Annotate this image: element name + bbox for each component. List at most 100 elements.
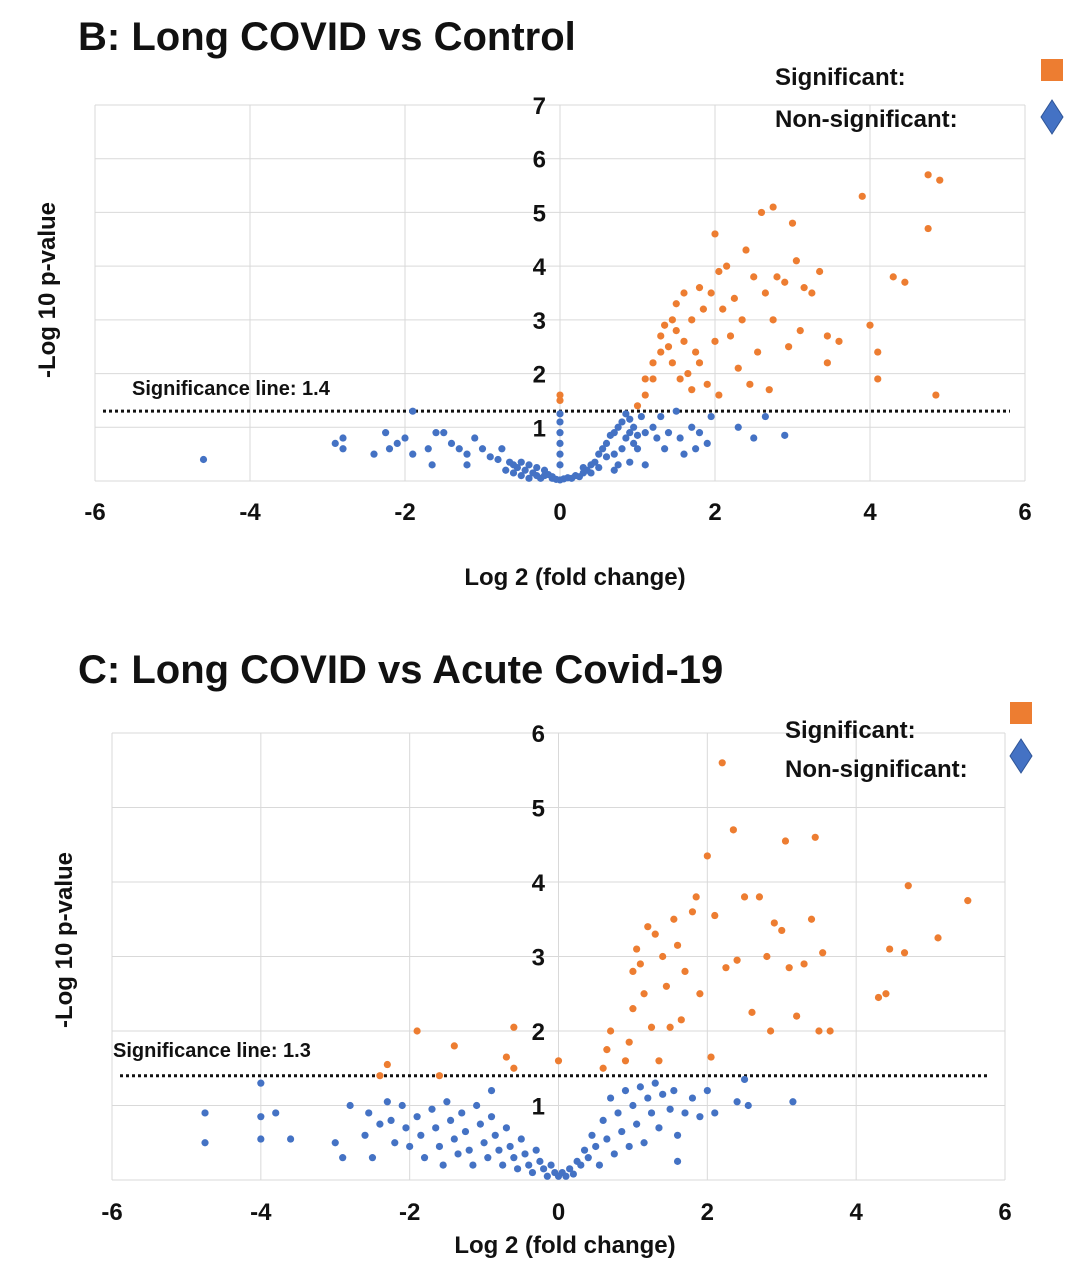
non-significant-point [455, 445, 463, 453]
x-tick-label: -2 [394, 499, 415, 526]
non-significant-point [487, 1087, 496, 1095]
significant-point [647, 1023, 656, 1031]
non-significant-point [750, 434, 758, 442]
significant-point [672, 300, 680, 308]
significant-point [793, 1012, 801, 1020]
significant-point [788, 219, 797, 227]
non-significant-point [387, 1116, 395, 1124]
non-significant-point [402, 1124, 410, 1132]
non-significant-point [622, 410, 630, 418]
non-significant-point [478, 445, 487, 453]
legend: Significant: Non-significant: [785, 702, 1033, 783]
significant-point [659, 952, 667, 961]
non-significant-point [592, 1142, 600, 1151]
significant-point [936, 176, 944, 184]
non-significant-point [547, 1161, 555, 1169]
significant-point [510, 1023, 518, 1031]
significant-point [641, 375, 649, 383]
non-significant-point [521, 466, 529, 474]
non-significant-point [649, 423, 657, 431]
significant-point [755, 893, 764, 901]
non-significant-point [696, 1113, 704, 1121]
non-significant-point [647, 1109, 656, 1117]
non-significant-point [540, 1165, 548, 1173]
significant-point [765, 386, 773, 394]
non-significant-point [391, 1139, 399, 1147]
significant-point [599, 1064, 607, 1072]
non-significant-point [556, 429, 564, 437]
non-significant-point [562, 1172, 570, 1180]
x-tick-label: -6 [101, 1199, 122, 1226]
significant-point [692, 893, 700, 901]
non-significant-point [361, 1131, 369, 1139]
chart-panel-b: B: Long COVID vs Control -6 -4 -2 0 2 4 6 1 2 3 4 5 6… [0, 0, 1079, 610]
significant-point [757, 208, 766, 217]
non-significant-point [556, 410, 564, 418]
significant-point [703, 380, 711, 388]
x-tick-label: 6 [1018, 499, 1031, 526]
non-significant-point [629, 1101, 637, 1110]
non-significant-point [509, 469, 518, 477]
legend-label-non-significant: Non-significant: [775, 106, 958, 133]
non-significant-point [556, 461, 564, 469]
non-significant-point [428, 1105, 436, 1113]
non-significant-point [734, 423, 742, 431]
significant-point [807, 915, 816, 923]
y-tick-label: 7 [533, 93, 546, 120]
non-significant-point [480, 1139, 488, 1147]
non-significant-point [664, 429, 673, 437]
non-significant-point [272, 1109, 280, 1117]
significant-point [629, 1005, 637, 1013]
non-significant-point [257, 1079, 265, 1087]
non-significant-point [406, 1142, 414, 1151]
significant-point [901, 278, 909, 286]
non-significant-point [484, 1154, 492, 1162]
legend-square-marker [1041, 59, 1063, 81]
y-tick-label: 3 [532, 945, 545, 972]
significant-point [707, 289, 715, 297]
non-significant-point [614, 1109, 622, 1117]
chart-title: C: Long COVID vs Acute Covid-19 [78, 648, 723, 692]
significance-line-label: Significance line: 1.3 [113, 1040, 311, 1062]
y-tick-label: 1 [532, 1094, 545, 1121]
significant-point [858, 192, 866, 200]
non-significant-point [447, 439, 456, 447]
y-tick-label: 2 [532, 1019, 545, 1046]
y-tick-label: 2 [533, 362, 546, 389]
legend-diamond-marker [1040, 99, 1064, 135]
y-axis-label: -Log 10 p-value [51, 852, 78, 1028]
non-significant-point [622, 434, 630, 442]
non-significant-point [525, 461, 533, 469]
non-significant-point [543, 1172, 551, 1180]
significant-point [510, 1064, 518, 1072]
y-tick-label: 6 [532, 721, 545, 748]
non-significant-point [651, 1079, 659, 1087]
significant-point [769, 316, 777, 324]
non-significant-point [506, 1142, 514, 1151]
non-significant-point [383, 1098, 391, 1106]
significant-point [823, 359, 831, 367]
non-significant-point [440, 429, 448, 437]
non-significant-point [257, 1113, 265, 1121]
significant-point [673, 941, 682, 949]
non-significant-point [465, 1146, 473, 1154]
non-significant-point [376, 1120, 384, 1128]
non-significant-point [618, 418, 626, 426]
non-significant-point [409, 407, 417, 415]
non-significant-point [614, 423, 622, 431]
non-significant-point [633, 445, 642, 453]
significant-point [835, 337, 843, 345]
x-axis-label: Log 2 (fold change) [464, 564, 685, 591]
significant-point [718, 759, 726, 767]
significant-point [738, 316, 746, 324]
non-significant-point [201, 1139, 209, 1147]
non-significant-point [417, 1131, 425, 1139]
non-significant-point [644, 1094, 652, 1102]
non-significant-point [486, 453, 494, 461]
significant-point [800, 960, 808, 968]
significant-point [934, 934, 942, 942]
significant-point [778, 926, 786, 935]
significant-point [874, 375, 882, 383]
significant-point [651, 930, 659, 938]
significant-point [796, 327, 804, 335]
